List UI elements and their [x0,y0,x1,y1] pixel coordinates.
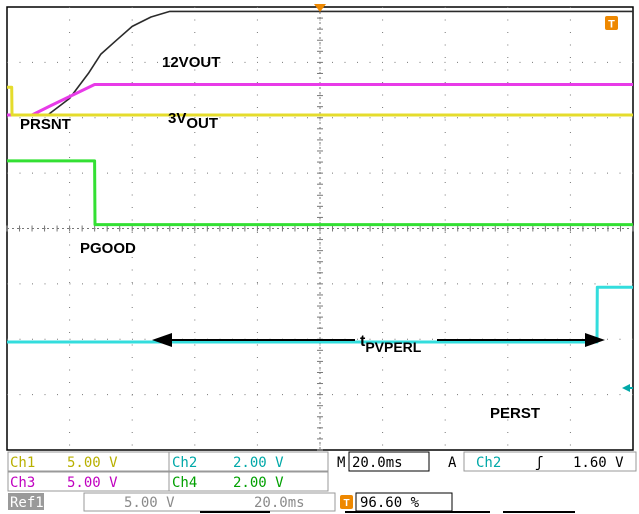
ref1-badge [8,493,44,510]
label-3vout-sub: OUT [186,115,218,132]
ch2-box [168,451,329,472]
trigger-mode-label: A [448,455,457,471]
ch4-label: Ch4 [172,475,197,491]
trigger-icon-letter: T [608,19,615,31]
tpvperl-arrowhead-right [585,333,605,347]
label-3vout-main: 3V [168,110,186,127]
ch3-label: Ch3 [10,475,35,491]
trigger-level: 1.60 V [573,455,624,471]
label-tpvperl-main: t [360,333,366,350]
readout-panel: Ch1 5.00 V Ch2 2.00 V M 20.0ms A Ch2 ʃ 1… [7,451,637,513]
timebase-value: 20.0ms [352,455,403,471]
label-perst: PERST [490,405,540,422]
label-prsnt: PRSNT [20,116,71,133]
trigger-slope-icon: ʃ [535,455,543,471]
ref1-volts: 5.00 V [124,495,175,511]
label-tpvperl: tPVPERL [360,333,422,355]
trigger-position-value: 96.60 % [360,495,420,511]
timebase-box [348,451,430,472]
trace-perst [7,285,633,344]
trigger-position-marker [314,4,326,12]
trigger-level-arrow-icon [622,384,630,392]
trigger-position-icon-letter: T [343,498,349,509]
trigger-source: Ch2 [476,455,501,471]
label-pgood: PGOOD [80,240,136,257]
label-3vout: 3VOUT [168,110,218,132]
label-12vout: 12VOUT [162,54,220,71]
ch4-box [168,471,329,492]
ch2-label: Ch2 [172,455,197,471]
tpvperl-arrowhead-left [152,333,172,347]
label-tpvperl-sub: PVPERL [365,339,421,355]
ch2-value: 2.00 V [233,455,284,471]
trigger-icon [605,16,618,30]
ch1-value: 5.00 V [67,455,118,471]
ch1-label: Ch1 [10,455,35,471]
ref1-time: 20.0ms [254,495,305,511]
trace-prsnt [7,85,633,117]
trigger-position-icon [340,495,353,509]
trigger-box [463,451,637,472]
ch3-value: 5.00 V [67,475,118,491]
ref1-label: Ref1 [10,495,44,511]
traces [7,10,633,344]
timebase-label: M [337,455,345,471]
trace-pgood [7,159,633,227]
ch4-value: 2.00 V [233,475,284,491]
